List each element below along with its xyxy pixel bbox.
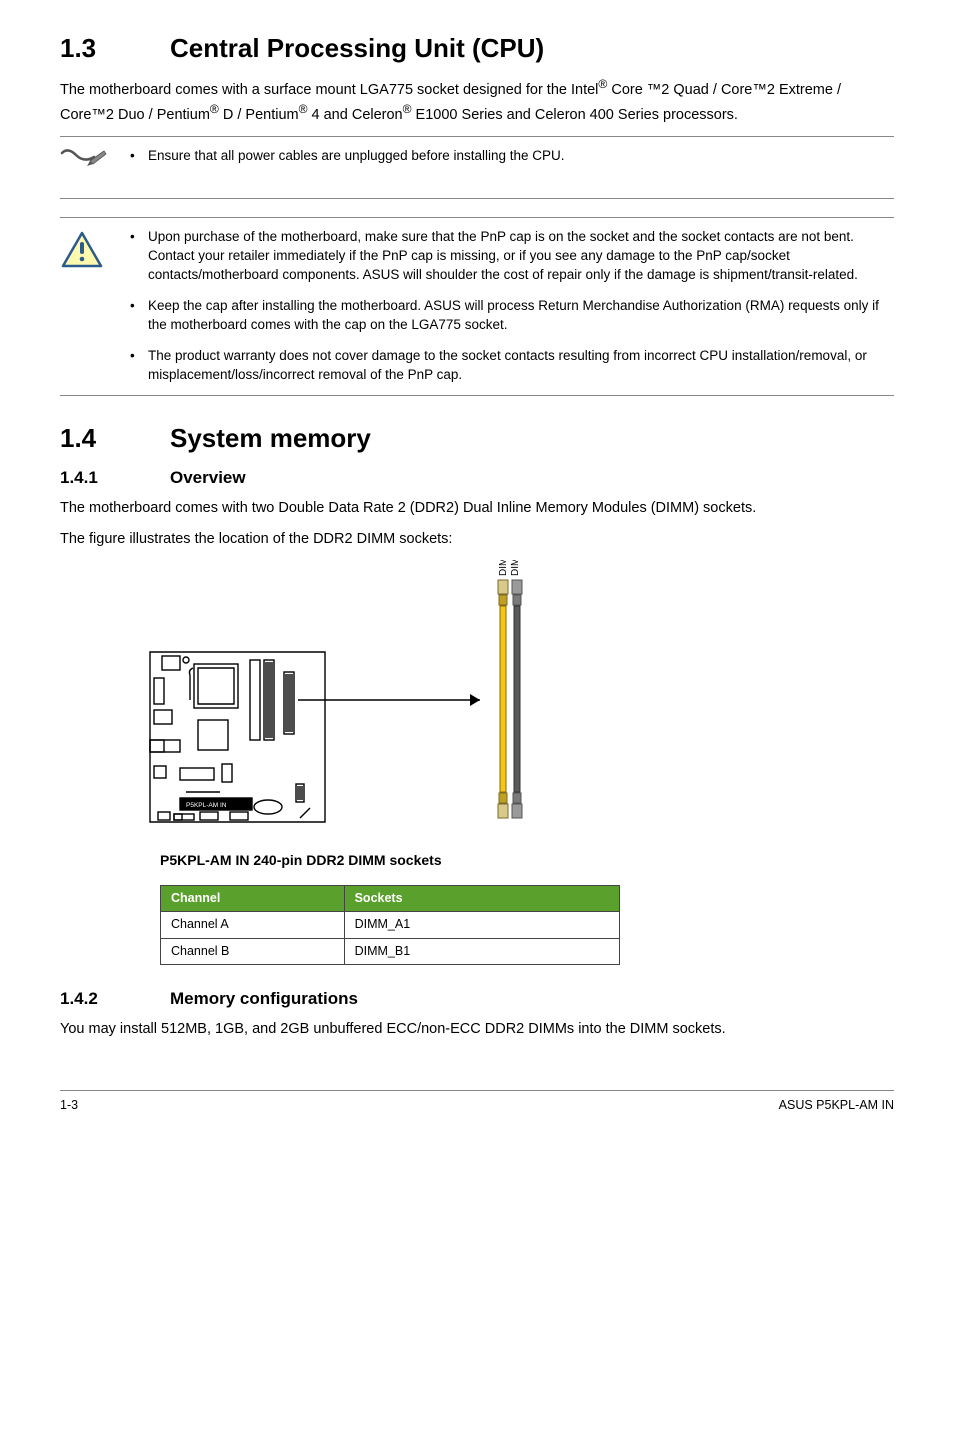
overview-p2: The figure illustrates the location of t… [60, 529, 894, 550]
section-title: Central Processing Unit (CPU) [170, 30, 544, 66]
dimm-clip [513, 793, 521, 803]
subsection-title: Overview [170, 466, 246, 490]
reg-mark: ® [299, 102, 308, 116]
dimm-clip [498, 804, 508, 818]
caution-text: Keep the cap after installing the mother… [148, 297, 894, 335]
caution-icon [60, 228, 130, 384]
dimm-clip [512, 580, 522, 594]
subsection-number: 1.4.2 [60, 987, 170, 1011]
caution-content: • Upon purchase of the motherboard, make… [130, 228, 894, 384]
list-item: • Upon purchase of the motherboard, make… [130, 228, 894, 285]
list-item: • Ensure that all power cables are unplu… [130, 147, 894, 166]
dimm-socket-a [500, 606, 506, 792]
table-header: Sockets [344, 885, 619, 912]
subsection-number: 1.4.1 [60, 466, 170, 490]
subsection-heading: 1.4.2 Memory configurations [60, 987, 894, 1011]
bullet-icon: • [130, 147, 148, 166]
dimm-clip [499, 793, 507, 803]
pcb-outline [150, 652, 325, 822]
note-icon [60, 147, 130, 188]
arrow-head-icon [470, 694, 480, 706]
channel-table: Channel Sockets Channel A DIMM_A1 Channe… [160, 885, 620, 966]
page-footer: 1-3 ASUS P5KPL-AM IN [60, 1090, 894, 1115]
dimm-clip [498, 580, 508, 594]
dimm-clip [512, 804, 522, 818]
text: 4 and Celeron [308, 107, 403, 123]
table-row: Channel A DIMM_A1 [161, 912, 620, 939]
dimm-clip [513, 595, 521, 605]
bullet-icon: • [130, 297, 148, 335]
caution-block: • Upon purchase of the motherboard, make… [60, 217, 894, 394]
table-cell: DIMM_A1 [344, 912, 619, 939]
list-item: • Keep the cap after installing the moth… [130, 297, 894, 335]
figure-caption: P5KPL-AM IN 240-pin DDR2 DIMM sockets [160, 851, 894, 871]
table-header: Channel [161, 885, 345, 912]
caution-section: • Upon purchase of the motherboard, make… [60, 217, 894, 395]
subsection-title: Memory configurations [170, 987, 358, 1011]
cpu-intro: The motherboard comes with a surface mou… [60, 76, 894, 126]
dimm-figure: DIMM_A1 DIMM_B1 [60, 560, 894, 871]
dimm-label-a: DIMM_A1 [498, 560, 509, 576]
note-content: • Ensure that all power cables are unplu… [130, 147, 894, 188]
page-number: 1-3 [60, 1097, 78, 1115]
table-cell: DIMM_B1 [344, 938, 619, 965]
reg-mark: ® [210, 102, 219, 116]
text: D / Pentium [219, 107, 299, 123]
caution-text: Upon purchase of the motherboard, make s… [148, 228, 894, 285]
section-number: 1.3 [60, 30, 170, 66]
note-block: • Ensure that all power cables are unplu… [60, 136, 894, 199]
section-heading: 1.3 Central Processing Unit (CPU) [60, 30, 894, 66]
overview-p1: The motherboard comes with two Double Da… [60, 498, 894, 519]
table-header-row: Channel Sockets [161, 885, 620, 912]
pcb-label: P5KPL-AM IN [186, 802, 227, 809]
subsection-heading: 1.4.1 Overview [60, 466, 894, 490]
section-heading: 1.4 System memory [60, 420, 894, 456]
table-cell: Channel A [161, 912, 345, 939]
dimm-label-b: DIMM_B1 [510, 560, 521, 576]
footer-product: ASUS P5KPL-AM IN [779, 1097, 894, 1115]
bullet-icon: • [130, 228, 148, 285]
config-p1: You may install 512MB, 1GB, and 2GB unbu… [60, 1019, 894, 1040]
dimm-socket-b [514, 606, 520, 792]
reg-mark: ® [403, 102, 412, 116]
bullet-icon: • [130, 347, 148, 385]
table-row: Channel B DIMM_B1 [161, 938, 620, 965]
reg-mark: ® [598, 77, 607, 91]
text: The motherboard comes with a surface mou… [60, 82, 598, 98]
section-number: 1.4 [60, 420, 170, 456]
list-item: • The product warranty does not cover da… [130, 347, 894, 385]
section-title: System memory [170, 420, 371, 456]
note-text: Ensure that all power cables are unplugg… [148, 147, 894, 166]
table-cell: Channel B [161, 938, 345, 965]
text: E1000 Series and Celeron 400 Series proc… [412, 107, 738, 123]
caution-text: The product warranty does not cover dama… [148, 347, 894, 385]
dimm-clip [499, 595, 507, 605]
